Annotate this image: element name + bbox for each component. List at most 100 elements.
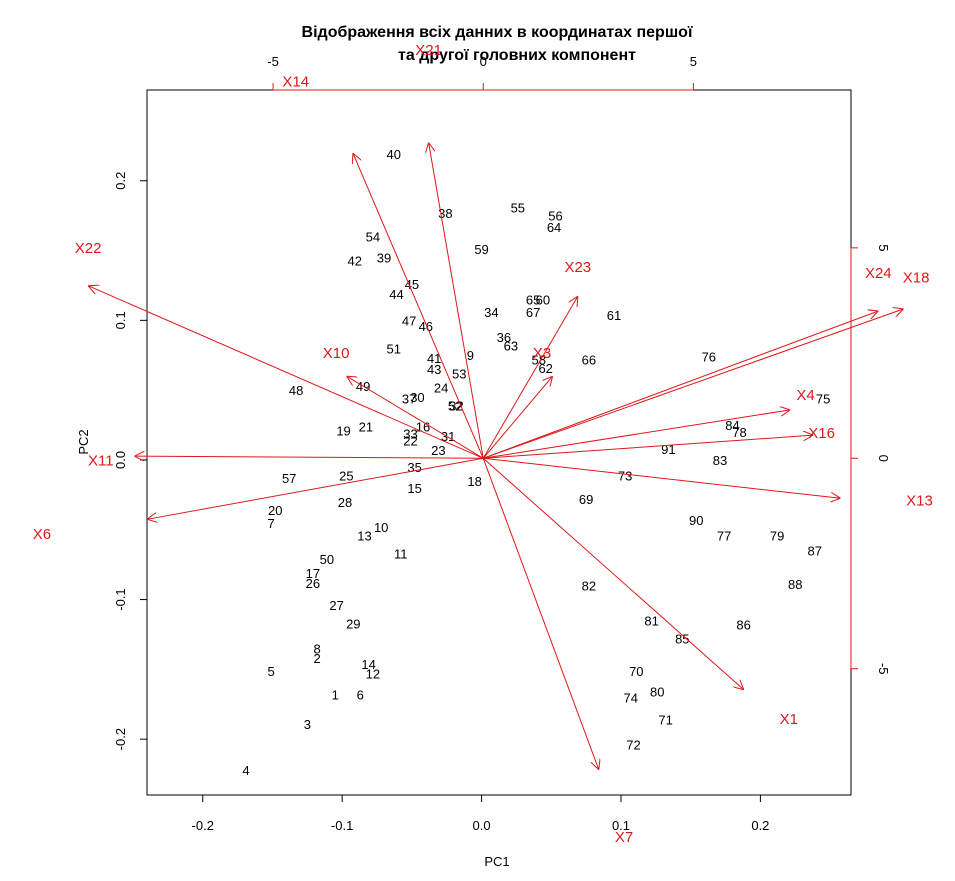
variable-label: X4: [796, 387, 814, 404]
observation-label: 76: [702, 350, 716, 365]
y-axis-left: -0.2 -0.1 0.0 0.1 0.2: [113, 172, 148, 750]
variable-arrow: [482, 376, 552, 459]
observation-label: 45: [405, 277, 419, 292]
variable-arrow: [483, 309, 903, 459]
observation-label: 35: [407, 460, 421, 475]
variable-label: X1: [780, 711, 798, 728]
observation-label: 66: [582, 352, 596, 367]
chart-title-line-2: та другої головних компонент: [398, 47, 636, 64]
variable-label: X16: [808, 425, 835, 442]
variable-arrow: [147, 457, 484, 519]
observation-label: 14: [361, 657, 375, 672]
observation-label: 30: [410, 390, 424, 405]
observation-label: 39: [377, 251, 391, 266]
observation-label: 26: [306, 576, 320, 591]
variable-arrow: [483, 457, 840, 498]
x-tick-label: 0.2: [751, 818, 769, 833]
observation-label: 25: [339, 468, 353, 483]
observation-label: 54: [366, 230, 380, 245]
observation-label: 85: [675, 632, 689, 647]
observation-label: 2: [313, 651, 320, 666]
x-axis-top: -5 0 5: [267, 54, 697, 91]
observation-label: 13: [357, 528, 371, 543]
observation-label: 64: [547, 220, 561, 235]
right-tick-label: 5: [876, 244, 891, 251]
y-axis-label: PC2: [76, 429, 91, 454]
observation-label: 70: [629, 664, 643, 679]
right-tick-label: -5: [876, 663, 891, 675]
variable-arrow: [482, 296, 578, 459]
observation-label: 87: [808, 544, 822, 559]
variable-label: X10: [323, 345, 350, 362]
observation-label: 3: [304, 717, 311, 732]
observation-label: 19: [336, 424, 350, 439]
observation-label: 55: [511, 200, 525, 215]
variable-arrow: [353, 153, 484, 459]
observation-label: 51: [387, 341, 401, 356]
observation-label: 21: [359, 419, 373, 434]
observation-label: 20: [268, 503, 282, 518]
observation-label: 36: [497, 330, 511, 345]
variable-arrow: [429, 143, 484, 459]
observation-label: 69: [579, 492, 593, 507]
observation-label: 27: [329, 598, 343, 613]
observation-label: 9: [467, 348, 474, 363]
variable-label: X3: [533, 345, 551, 362]
observation-label: 91: [661, 442, 675, 457]
observation-label: 67: [526, 305, 540, 320]
variable-label: X24: [865, 265, 892, 282]
variable-arrow: [482, 458, 599, 769]
variable-loading-arrows: [88, 143, 903, 770]
variable-arrow: [134, 456, 484, 458]
observation-label: 46: [419, 319, 433, 334]
observation-label: 44: [389, 287, 403, 302]
y-tick-label: 0.2: [113, 172, 128, 190]
observation-label: 82: [582, 579, 596, 594]
observation-label: 40: [387, 147, 401, 162]
observation-label: 8: [313, 641, 320, 656]
observation-label: 81: [644, 613, 658, 628]
variable-label: X23: [564, 259, 591, 276]
right-tick-label: 0: [876, 455, 891, 462]
observation-label: 63: [504, 338, 518, 353]
top-tick-label: 0: [480, 54, 487, 69]
observation-label: 29: [346, 616, 360, 631]
y-tick-label: -0.1: [113, 588, 128, 610]
variable-arrow: [88, 286, 484, 459]
x-tick-label: -0.2: [192, 818, 214, 833]
observation-label: 78: [732, 425, 746, 440]
observation-label: 17: [306, 566, 320, 581]
plot-frame: [146, 89, 852, 796]
observation-label: 10: [374, 520, 388, 535]
variable-arrow: [483, 435, 813, 459]
variable-label: X18: [903, 269, 930, 286]
observation-label: 86: [736, 618, 750, 633]
x-tick-label: 0.0: [473, 818, 491, 833]
observation-label: 33: [403, 426, 417, 441]
y-tick-label: 0.0: [113, 451, 128, 469]
observation-label: 7: [267, 516, 274, 531]
observation-label: 32: [449, 399, 463, 414]
observation-label: 5: [267, 664, 274, 679]
variable-label: X7: [615, 829, 633, 846]
observation-label: 53: [452, 366, 466, 381]
observation-label: 83: [713, 453, 727, 468]
observation-label: 50: [320, 552, 334, 567]
observation-label: 37: [402, 392, 416, 407]
observation-label: 23: [431, 443, 445, 458]
observation-label: 73: [618, 468, 632, 483]
observation-label: 28: [338, 495, 352, 510]
observation-label: 4: [242, 763, 249, 778]
top-tick-label: -5: [267, 54, 279, 69]
observation-label: 42: [347, 253, 361, 268]
observation-label: 41: [427, 351, 441, 366]
observation-label: 77: [717, 528, 731, 543]
chart-title-line-1: Відображення всіх данних в координатах п…: [302, 24, 693, 41]
variable-label: X6: [33, 526, 51, 543]
observation-label: 24: [434, 380, 448, 395]
variable-label: X11: [88, 452, 114, 469]
variable-label: X22: [75, 240, 102, 257]
observation-label: 56: [548, 209, 562, 224]
variable-labels: X1 X3 X4 X6 X7 X10 X11 X13 X14 X16 X18 X21 X22 X23 X24: [33, 42, 933, 846]
